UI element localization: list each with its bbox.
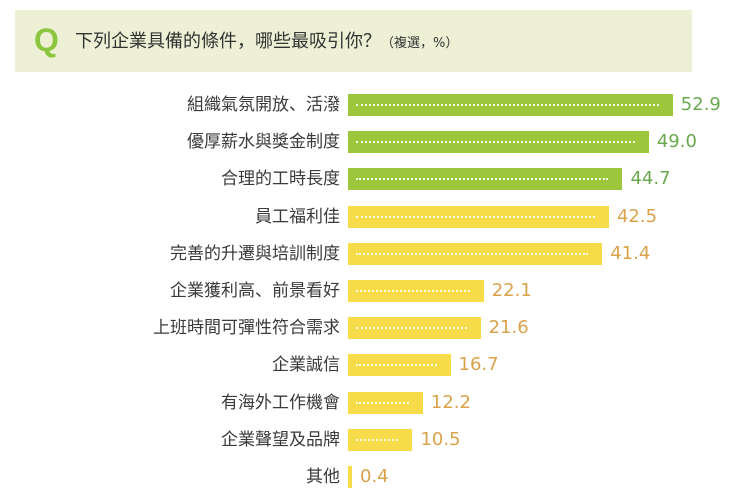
value-label: 52.9 xyxy=(680,94,721,115)
bar-row: 企業獲利高、前景看好 22.1 xyxy=(0,278,740,304)
value-label: 44.7 xyxy=(630,168,671,190)
bar xyxy=(348,280,484,302)
bar-row: 企業聲望及品牌 10.5 xyxy=(0,427,740,453)
bar-row: 上班時間可彈性符合需求 21.6 xyxy=(0,315,740,341)
bar-dotted-line xyxy=(356,327,467,330)
bar-dotted-line xyxy=(356,141,635,144)
bar-dotted-line xyxy=(356,178,609,181)
bar xyxy=(348,428,413,451)
category-label: 員工福利佳 xyxy=(255,206,340,227)
bar-row: 組織氣氛開放、活潑 52.9 xyxy=(0,92,740,118)
q-badge-icon: Q xyxy=(34,22,59,58)
bar-dotted-line xyxy=(356,215,595,218)
bar-row: 其他 0.4 xyxy=(0,464,740,490)
category-label: 合理的工時長度 xyxy=(221,169,340,190)
category-label: 上班時間可彈性符合需求 xyxy=(153,318,340,339)
value-label: 21.6 xyxy=(488,317,529,339)
bar-row: 完善的升遷與培訓制度 41.4 xyxy=(0,241,740,267)
bar xyxy=(348,317,481,340)
question-note: （複選，%） xyxy=(381,36,459,51)
bar-dotted-line xyxy=(356,438,399,441)
bar-row: 合理的工時長度 44.7 xyxy=(0,166,740,192)
value-label: 0.4 xyxy=(360,466,389,487)
bar-row: 有海外工作機會 12.2 xyxy=(0,390,740,416)
category-label: 企業聲望及品牌 xyxy=(221,429,340,450)
bar-dotted-line xyxy=(356,290,470,292)
value-label: 42.5 xyxy=(616,205,658,227)
category-label: 有海外工作機會 xyxy=(221,392,340,413)
bar xyxy=(348,354,451,377)
bar-dotted-line xyxy=(356,364,437,367)
bar-dotted-line xyxy=(356,104,659,106)
question-title: 下列企業具備的條件，哪些最吸引你？（複選，%） xyxy=(75,30,458,56)
question-header: Q 下列企業具備的條件，哪些最吸引你？（複選，%） xyxy=(15,10,692,72)
value-label: 16.7 xyxy=(458,354,499,376)
bar-row: 員工福利佳 42.5 xyxy=(0,204,740,230)
bar xyxy=(348,131,649,154)
value-label: 10.5 xyxy=(420,428,461,450)
bar xyxy=(348,168,623,191)
bar xyxy=(348,391,423,414)
bar xyxy=(348,242,603,265)
bar-dotted-line xyxy=(356,401,409,404)
bar xyxy=(348,94,673,116)
bar xyxy=(348,466,352,488)
value-label: 12.2 xyxy=(430,391,471,413)
category-label: 優厚薪水與獎金制度 xyxy=(187,132,340,153)
category-label: 企業獲利高、前景看好 xyxy=(170,281,340,301)
bar-row: 優厚薪水與獎金制度 49.0 xyxy=(0,129,740,155)
value-label: 49.0 xyxy=(656,131,697,153)
category-label: 其他 xyxy=(306,467,340,487)
bar-row: 企業誠信 16.7 xyxy=(0,352,740,378)
value-label: 41.4 xyxy=(610,242,651,264)
bar-dotted-line xyxy=(356,252,589,255)
category-label: 組織氣氛開放、活潑 xyxy=(187,95,340,115)
bar xyxy=(348,205,609,228)
question-text: 下列企業具備的條件，哪些最吸引你？ xyxy=(75,31,381,52)
category-label: 完善的升遷與培訓制度 xyxy=(170,243,340,264)
category-label: 企業誠信 xyxy=(272,355,340,376)
value-label: 22.1 xyxy=(491,280,532,301)
